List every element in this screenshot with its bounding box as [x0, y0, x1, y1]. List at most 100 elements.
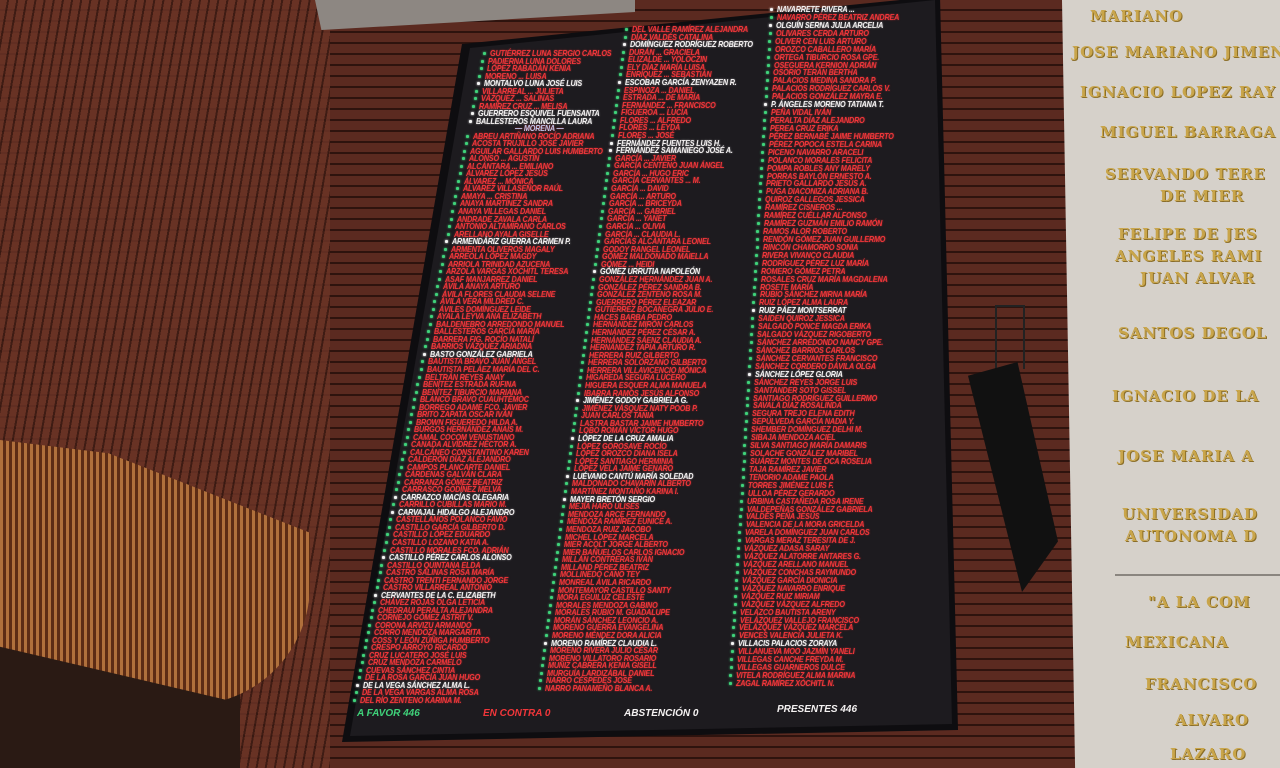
deputy-name: RAMOS ALOR ROBERTO [763, 226, 848, 237]
vote-indicator-icon [747, 380, 751, 384]
deputy-name: BALDENEBRO ARREDONDO MANUEL [435, 318, 565, 329]
deputy-name: ULLOA PÉREZ GERARDO [747, 487, 835, 498]
vote-indicator-icon [372, 601, 376, 605]
vote-indicator-icon [744, 428, 748, 432]
speaker-mount [995, 305, 1025, 369]
vote-indicator-icon [756, 237, 759, 241]
vote-indicator-icon [562, 505, 565, 509]
vote-indicator-icon [542, 656, 545, 660]
vote-indicator-icon [392, 503, 396, 507]
deputy-name: CHÁVEZ ROJAS OLGA LETICIA [379, 597, 485, 608]
deputy-name: BAUTISTA BRAVO JUAN ÁNGEL [428, 356, 537, 367]
deputy-name: ACOSTA TRUJILLO JOSÉ JAVIER [471, 138, 584, 149]
deputy-name: FLORES ... JOSÉ [618, 130, 675, 141]
deputy-name: MORALES MENDOZA GABINO [556, 599, 658, 610]
deputy-name: CASTRO VILLARREAL ANTONIO [382, 582, 492, 593]
deputy-name: FERNÁNDEZ SAMANIEGO JOSÉ A. [616, 145, 733, 156]
deputy-name: CARRILLO CUBILLAS MARIO M. [399, 499, 507, 510]
total-favor: A FAVOR 446 [357, 708, 420, 719]
vote-indicator-icon [737, 539, 741, 543]
deputy-name: MIER ACOLT JORGE ALBERTO [564, 539, 668, 550]
deputy-name: CALDERÓN DÍAZ ALEJANDRO [408, 454, 511, 465]
deputy-name: VARELA DOMÍNGUEZ JUAN CARLOS [745, 527, 870, 538]
vote-indicator-icon [749, 348, 753, 352]
deputy-name: VILLEGAS CANCHE FREYDA M. [737, 654, 844, 665]
vote-indicator-icon [576, 399, 579, 403]
deputy-name: ESPINOZA ... DANIEL [624, 84, 695, 95]
vote-indicator-icon [754, 269, 758, 273]
deputy-name: LASTRA BASTAR JAIME HUMBERTO [580, 417, 704, 428]
deputy-name: ELIZALDE ... YOLOCZIN [628, 54, 707, 65]
vote-indicator-icon [538, 687, 541, 690]
deputy-name: ABREU ARTIÑANO ROCÍO ADRIANA [473, 130, 595, 141]
vote-indicator-icon [445, 240, 449, 244]
deputy-name: GARCÍA ... HUGO ERIC [613, 167, 689, 178]
vote-indicator-icon [624, 35, 627, 39]
vote-indicator-icon [616, 96, 619, 100]
deputy-name: POLANCO MORALES FELICITA [767, 154, 872, 165]
vote-indicator-icon [612, 126, 615, 130]
vote-indicator-icon [561, 512, 564, 516]
deputy-name: VÁZQUEZ ... SALINAS [480, 93, 554, 104]
vote-indicator-icon [574, 414, 577, 418]
deputy-name: PALACIOS RODRÍGUEZ CARLOS V. [772, 83, 891, 94]
deputy-name: RIVERA VIVANCO CLAUDIA [762, 249, 855, 260]
deputy-name: VALENCIA DE LA MORA GRICELDA [745, 519, 865, 530]
vote-indicator-icon [419, 367, 423, 371]
deputy-name: DEL VALLE RAMÍREZ ALEJANDRA [632, 24, 749, 34]
vote-indicator-icon [470, 112, 474, 116]
deputy-name: ANAYA MARTÍNEZ SANDRA [459, 198, 553, 209]
vote-indicator-icon [547, 618, 550, 622]
deputy-name: RODRÍGUEZ PÉREZ LUZ MARÍA [761, 257, 869, 268]
deputy-name: VILLARREAL ... JULIETA [482, 85, 564, 96]
vote-indicator-icon [393, 495, 397, 499]
deputy-name: MICHEL LÓPEZ MARCELA [565, 531, 654, 542]
deputy-name: GONZÁLEZ HERNÁNDEZ JUAN A. [599, 273, 713, 284]
deputy-name: ÁVILA ANAYA ARTURO [443, 281, 521, 292]
vote-indicator-icon [473, 97, 477, 101]
vote-indicator-icon [617, 88, 620, 92]
deputy-name: SÁNCHEZ CERVANTES FRANCISCO [755, 352, 878, 363]
deputy-name: PICENO NAVARRO ARACELI [768, 146, 864, 157]
deputy-name: ESCOBAR GARCÍA ZENYAZEN R. [625, 77, 737, 88]
vote-indicator-icon [421, 360, 425, 364]
deputy-name: LÓPEZ GOROSAVE ROCÍO [577, 440, 667, 451]
vote-indicator-icon [577, 391, 580, 395]
vote-indicator-icon [760, 166, 764, 170]
vote-indicator-icon [569, 452, 572, 456]
deputy-name: SEGURA TREJO ELENA EDITH [752, 408, 855, 419]
inscription-text: DE MIER [1160, 187, 1245, 205]
deputy-name: MORA EGUILUZ CELESTE [557, 592, 645, 603]
deputy-name: ELY DÍAZ MARÍA LUISA [627, 61, 705, 72]
vote-indicator-icon [479, 67, 483, 71]
vote-indicator-icon [443, 247, 447, 251]
inscription-text: SERVANDO TERE [1105, 165, 1266, 183]
vote-indicator-icon [451, 209, 455, 213]
inscription-text: MARIANO [1090, 7, 1184, 25]
vote-indicator-icon [599, 224, 602, 228]
vote-indicator-icon [736, 563, 740, 567]
deputy-name: ÁLVAREZ VILLASEÑOR RAÚL [462, 183, 563, 194]
deputy-name: BENÍTEZ ESTRADA RUFINA [423, 379, 517, 390]
deputy-name: MORENO VILLATORO ROSARIO [549, 652, 657, 663]
deputy-name: BROWN FIGUEREDO HILDA A. [415, 416, 518, 427]
vote-indicator-icon [757, 214, 761, 218]
deputy-name: OLIVARES CERDA ARTURO [775, 27, 869, 38]
deputy-name: GARCÍA ... CLAUDIA L. [605, 228, 681, 239]
deputy-name: JUAN CARLOS TANIA [581, 410, 654, 421]
vote-indicator-icon [585, 330, 588, 334]
deputy-name: VÁZQUEZ ARELLANO MANUEL [743, 559, 849, 570]
vote-indicator-icon [418, 375, 421, 379]
deputy-name: MILLÁN CONTRERAS IVÁN [562, 554, 653, 565]
deputy-name: VÁZQUEZ RUIZ MIRIAM [741, 590, 820, 601]
vote-indicator-icon [621, 58, 624, 62]
vote-indicator-icon [428, 322, 432, 326]
vote-indicator-icon [736, 555, 740, 559]
vote-indicator-icon [764, 95, 768, 99]
deputy-name: ENRÍQUEZ ... SEBASTIÁN [626, 69, 712, 80]
deputy-name: RUIZ LÓPEZ ALMA LAURA [759, 297, 849, 308]
vote-indicator-icon [732, 618, 736, 622]
deputy-name: MORENO ... LUISA [485, 70, 547, 81]
vote-indicator-icon [738, 531, 742, 535]
vote-indicator-icon [613, 118, 616, 122]
